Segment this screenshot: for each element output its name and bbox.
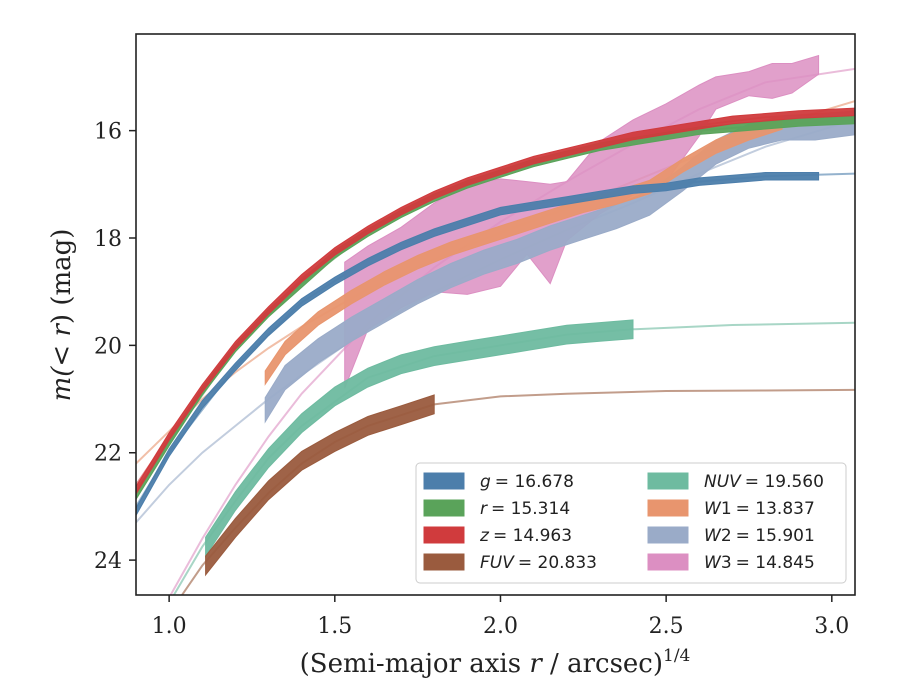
legend-label-fuv: FUV = 20.833 — [480, 553, 597, 573]
data-band-nuv — [205, 319, 634, 558]
legend-swatch-g — [423, 472, 465, 490]
x-tick-label: 3.0 — [814, 614, 849, 639]
legend-swatch-z — [423, 526, 465, 544]
x-tick-label: 1.5 — [317, 614, 352, 639]
x-axis-label: (Semi-major axis r / arcsec)1/4 — [300, 646, 691, 679]
legend-label-w2: W2 = 15.901 — [704, 526, 815, 546]
data-band-w1 — [264, 115, 783, 386]
data-band-w2 — [264, 109, 855, 424]
plot-frame — [135, 33, 856, 596]
legend-frame — [415, 462, 847, 584]
series-layer — [136, 54, 855, 595]
legend-swatch-w1 — [647, 499, 689, 517]
legend-label-nuv: NUV = 19.560 — [704, 472, 824, 492]
legend-label-z: z = 14.963 — [479, 526, 572, 546]
legend-label-w1: W1 = 13.837 — [704, 499, 815, 519]
legend-swatch-fuv — [423, 553, 465, 571]
y-tick-label: 24 — [94, 549, 122, 574]
y-tick-label: 22 — [94, 442, 122, 467]
x-tick-label: 2.0 — [483, 614, 518, 639]
legend-label-g: g = 16.678 — [480, 472, 574, 492]
legend-swatch-w3 — [647, 553, 689, 571]
y-tick-label: 16 — [94, 120, 122, 145]
x-axis-label-var: r — [529, 649, 543, 679]
legend-swatch-nuv — [647, 472, 689, 490]
y-tick-label: 20 — [94, 334, 122, 359]
data-band-fuv — [205, 394, 435, 577]
legend-swatch-r — [423, 499, 465, 517]
axes-layer: 1.0 1.5 2.0 2.5 3.0 16 18 20 22 24 — [94, 120, 849, 639]
x-tick-label: 2.5 — [649, 614, 684, 639]
x-axis-label-exponent: 1/4 — [663, 646, 690, 666]
data-band-z — [136, 107, 855, 496]
legend-label-r: r = 15.314 — [480, 499, 570, 519]
legend-label-w3: W3 = 14.845 — [704, 553, 815, 573]
x-tick-label: 1.0 — [152, 614, 187, 639]
y-tick-label: 18 — [94, 227, 122, 252]
y-axis-label: m(< r) (mag) — [47, 229, 77, 402]
legend: g = 16.678 r = 15.314 z = 14.963 FUV = 20.833 NU… — [415, 462, 847, 584]
legend-swatch-w2 — [647, 526, 689, 544]
data-band-g — [136, 172, 820, 517]
